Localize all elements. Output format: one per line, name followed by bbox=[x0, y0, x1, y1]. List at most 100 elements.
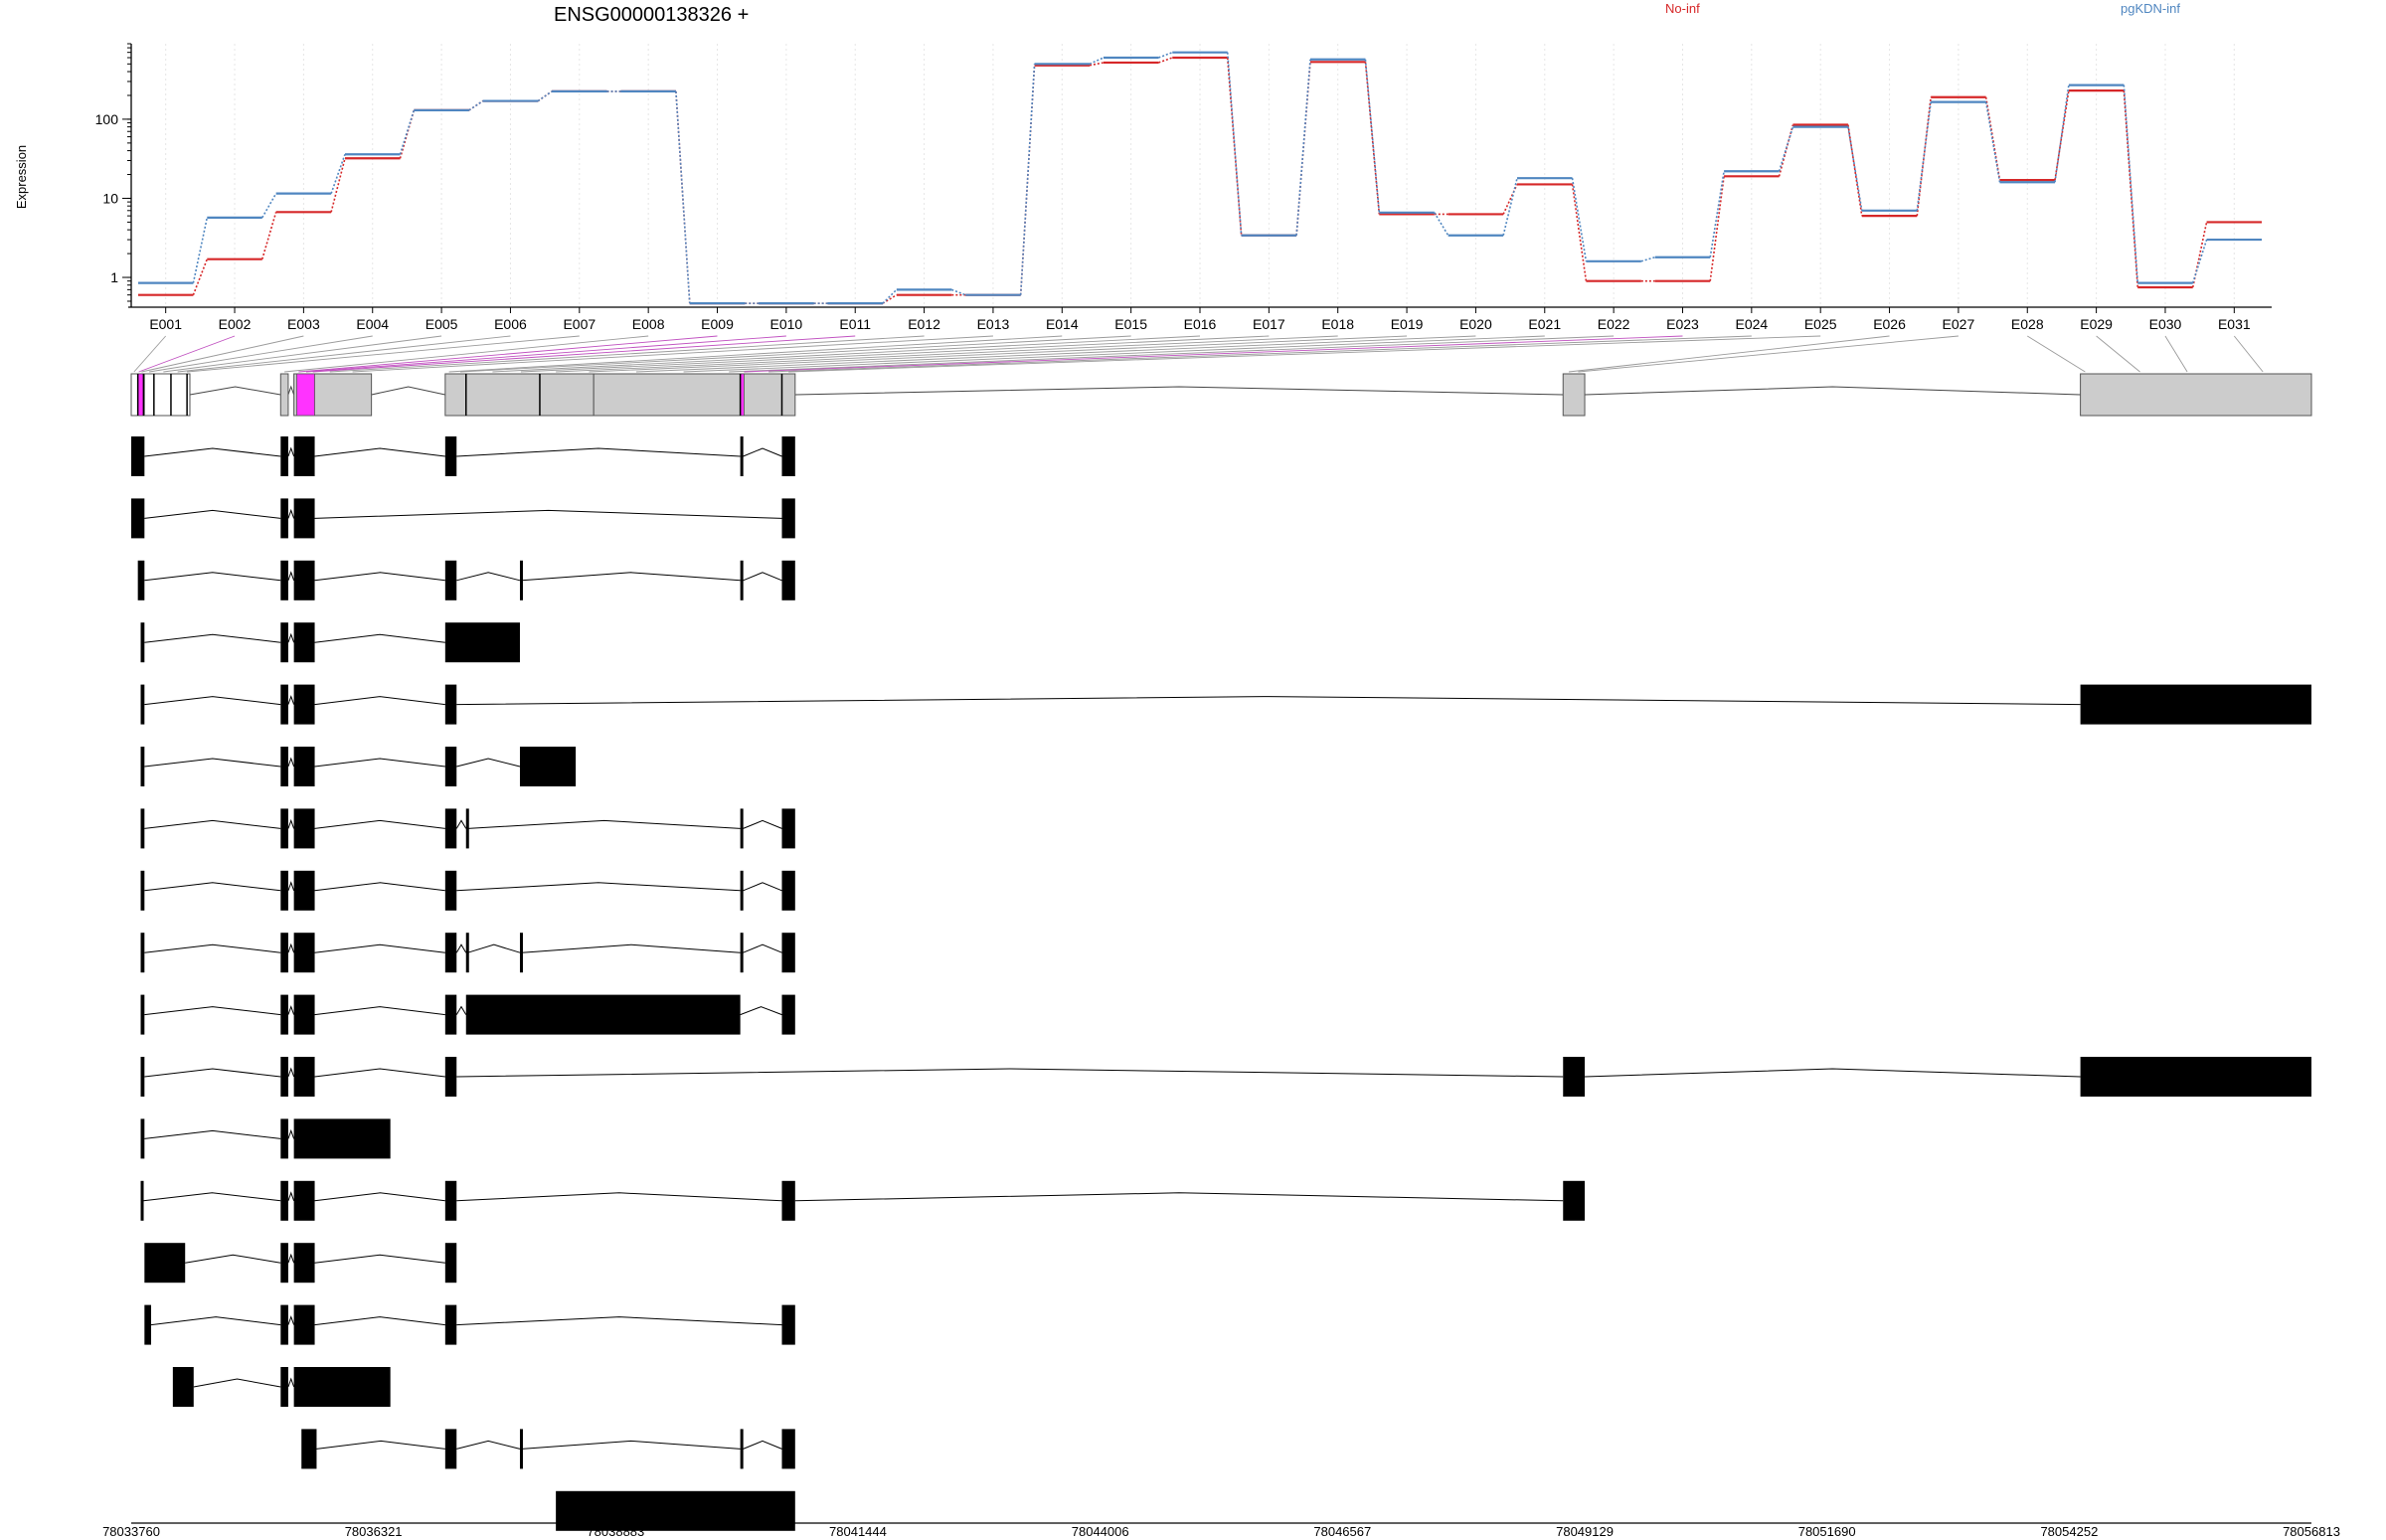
exon-bin-connector bbox=[352, 335, 993, 373]
x-tick-label: E010 bbox=[770, 316, 803, 332]
transcript-intron bbox=[314, 1254, 445, 1264]
transcript-intron bbox=[287, 818, 295, 829]
transcript-exon bbox=[781, 933, 795, 973]
transcript-intron bbox=[287, 1128, 295, 1139]
transcript-row bbox=[137, 560, 795, 600]
transcript-row bbox=[140, 933, 795, 973]
transcript-intron bbox=[314, 758, 445, 768]
series-transition bbox=[1226, 52, 1243, 236]
transcript-exon bbox=[144, 1304, 151, 1345]
transcript-intron bbox=[743, 943, 782, 953]
transcript-exon bbox=[140, 933, 145, 973]
transcript-exon bbox=[293, 1243, 315, 1283]
exon-bin-connector bbox=[768, 335, 1752, 373]
series-transition bbox=[882, 293, 898, 304]
transcript-intron bbox=[521, 572, 741, 582]
transcript-intron bbox=[287, 881, 295, 891]
transcript-intron bbox=[314, 819, 445, 829]
exon-bin-connector bbox=[744, 335, 1683, 373]
transcript-exon bbox=[280, 808, 288, 849]
transcript-exon bbox=[781, 994, 795, 1035]
transcript-intron bbox=[743, 572, 782, 582]
transcript-exon bbox=[781, 870, 795, 911]
transcript-exon bbox=[280, 684, 288, 725]
series-transition bbox=[1778, 124, 1794, 177]
series-transition bbox=[330, 153, 346, 194]
transcript-exon bbox=[740, 560, 744, 600]
genomic-tick-label: 78044006 bbox=[1072, 1524, 1129, 1539]
transcript-intron bbox=[456, 447, 741, 457]
series-transition bbox=[2054, 85, 2070, 183]
series-transition bbox=[2054, 90, 2070, 181]
exon-bin-connector bbox=[2164, 335, 2188, 373]
exon-bin-connector bbox=[177, 335, 511, 373]
exon-bin-connector bbox=[589, 335, 1408, 373]
transcript-intron bbox=[455, 1005, 467, 1015]
exon-bin-connector bbox=[460, 335, 1131, 373]
y-axis-label: Expression bbox=[14, 145, 29, 209]
series-transition bbox=[1089, 57, 1105, 66]
exon-bin-connector bbox=[1578, 335, 1959, 373]
transcript-intron bbox=[455, 943, 467, 953]
transcript-exon bbox=[293, 1367, 391, 1407]
chart-title: ENSG00000138326 + bbox=[554, 4, 749, 26]
gene-model-intron bbox=[794, 386, 1564, 396]
transcript-intron bbox=[456, 882, 741, 892]
transcript-exon bbox=[131, 498, 145, 539]
transcript-row bbox=[556, 1490, 795, 1531]
transcript-intron bbox=[150, 1316, 281, 1326]
transcript-exon bbox=[293, 1180, 315, 1221]
transcript-exon bbox=[781, 1180, 795, 1221]
transcript-exon bbox=[465, 994, 741, 1035]
x-tick-label: E011 bbox=[839, 316, 871, 332]
gene-model-intron bbox=[371, 386, 445, 396]
exon-bin-connector bbox=[788, 335, 1821, 373]
series-transition bbox=[2191, 222, 2208, 288]
exon-bin-connector bbox=[133, 335, 167, 373]
transcript-exon bbox=[444, 622, 520, 663]
transcript-exon bbox=[140, 994, 145, 1035]
series-transition bbox=[192, 258, 209, 295]
transcript-intron bbox=[144, 943, 281, 953]
transcript-exon bbox=[280, 1180, 288, 1221]
exon-bin-connector bbox=[312, 335, 856, 373]
legend-label-no-inf: No-inf bbox=[1665, 1, 1700, 16]
transcript-intron bbox=[314, 633, 445, 643]
transcript-intron bbox=[467, 943, 521, 953]
transcript-exon bbox=[2080, 1057, 2311, 1097]
gene-model-exon bbox=[279, 373, 289, 417]
x-tick-label: E001 bbox=[149, 316, 182, 332]
series-transition bbox=[1158, 57, 1173, 64]
series-transition bbox=[1089, 62, 1105, 67]
series-transition bbox=[1709, 176, 1725, 281]
x-axis-exon-labels: E001 E002 E003 E004 E005 E006 E007 E008 E009 E010… bbox=[128, 306, 2272, 332]
transcript-intron bbox=[740, 1006, 782, 1016]
transcript-intron bbox=[521, 1440, 741, 1450]
gene-model-exon bbox=[1562, 373, 1586, 417]
series-transition bbox=[261, 212, 277, 259]
x-tick-label: E026 bbox=[1873, 316, 1906, 332]
transcript-intron bbox=[456, 696, 2081, 706]
exon-bin-connector bbox=[329, 335, 925, 373]
exon-bin-connector bbox=[2233, 335, 2264, 373]
transcript-intron bbox=[144, 758, 281, 768]
transcript-intron bbox=[314, 1316, 445, 1326]
x-tick-label: E012 bbox=[908, 316, 940, 332]
x-tick-label: E024 bbox=[1735, 316, 1768, 332]
transcript-exon bbox=[293, 1057, 315, 1097]
transcript-exon bbox=[444, 684, 457, 725]
series-transition bbox=[261, 193, 277, 219]
transcript-exon bbox=[444, 747, 457, 786]
exon-bin-connector bbox=[298, 335, 718, 373]
transcript-exon bbox=[465, 808, 469, 849]
x-tick-label: E016 bbox=[1184, 316, 1217, 332]
transcript-intron bbox=[743, 882, 782, 892]
series-transition bbox=[1502, 184, 1518, 215]
transcript-exon bbox=[293, 560, 315, 600]
transcript-exon bbox=[293, 1118, 391, 1159]
gene-model-exon bbox=[2080, 373, 2312, 417]
transcript-intron bbox=[794, 1192, 1564, 1202]
series-transition bbox=[1709, 171, 1725, 257]
transcript-intron bbox=[287, 942, 295, 953]
series-transition bbox=[1984, 101, 2001, 183]
